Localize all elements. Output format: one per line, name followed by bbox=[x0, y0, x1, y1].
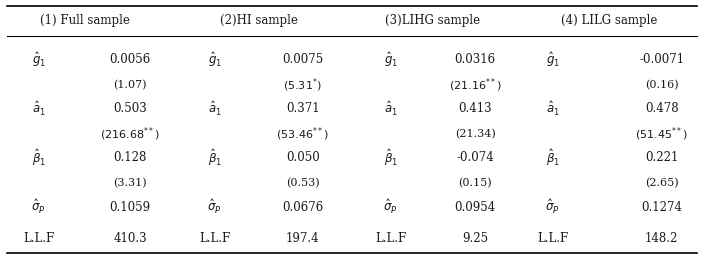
Text: 0.371: 0.371 bbox=[286, 102, 320, 115]
Text: $\hat{g}_1$: $\hat{g}_1$ bbox=[546, 50, 560, 69]
Text: L.L.F: L.L.F bbox=[199, 232, 230, 245]
Text: $\hat{g}_1$: $\hat{g}_1$ bbox=[32, 50, 46, 69]
Text: (0.16): (0.16) bbox=[645, 80, 679, 90]
Text: 148.2: 148.2 bbox=[645, 232, 679, 245]
Text: L.L.F: L.L.F bbox=[375, 232, 406, 245]
Text: $\hat{\sigma}_P$: $\hat{\sigma}_P$ bbox=[384, 198, 398, 216]
Text: $\hat{\sigma}_P$: $\hat{\sigma}_P$ bbox=[546, 198, 560, 216]
Text: (2)HI sample: (2)HI sample bbox=[220, 14, 298, 27]
Text: $(216.68^{**})$: $(216.68^{**})$ bbox=[100, 125, 161, 143]
Text: (3.31): (3.31) bbox=[113, 178, 147, 189]
Text: $(51.45^{**})$: $(51.45^{**})$ bbox=[635, 125, 689, 143]
Text: (0.15): (0.15) bbox=[458, 178, 492, 189]
Text: 0.0954: 0.0954 bbox=[455, 201, 496, 214]
Text: (1.07): (1.07) bbox=[113, 80, 147, 90]
Text: $\hat{\sigma}_P$: $\hat{\sigma}_P$ bbox=[32, 198, 46, 216]
Text: $\hat{\beta}_1$: $\hat{\beta}_1$ bbox=[208, 148, 222, 168]
Text: 0.0316: 0.0316 bbox=[455, 53, 496, 66]
Text: $\hat{\sigma}_P$: $\hat{\sigma}_P$ bbox=[208, 198, 222, 216]
Text: $\hat{a}_1$: $\hat{a}_1$ bbox=[546, 100, 560, 118]
Text: (3)LIHG sample: (3)LIHG sample bbox=[385, 14, 481, 27]
Text: $\hat{a}_1$: $\hat{a}_1$ bbox=[32, 100, 46, 118]
Text: $\hat{\beta}_1$: $\hat{\beta}_1$ bbox=[384, 148, 398, 168]
Text: 9.25: 9.25 bbox=[462, 232, 489, 245]
Text: $\hat{\beta}_1$: $\hat{\beta}_1$ bbox=[546, 148, 560, 168]
Text: L.L.F: L.L.F bbox=[537, 232, 568, 245]
Text: 0.413: 0.413 bbox=[458, 102, 492, 115]
Text: $\hat{a}_1$: $\hat{a}_1$ bbox=[384, 100, 398, 118]
Text: (1) Full sample: (1) Full sample bbox=[39, 14, 130, 27]
Text: 0.050: 0.050 bbox=[286, 152, 320, 164]
Text: 197.4: 197.4 bbox=[286, 232, 320, 245]
Text: 0.478: 0.478 bbox=[645, 102, 679, 115]
Text: 410.3: 410.3 bbox=[113, 232, 147, 245]
Text: 0.0075: 0.0075 bbox=[282, 53, 323, 66]
Text: 0.503: 0.503 bbox=[113, 102, 147, 115]
Text: 0.128: 0.128 bbox=[113, 152, 147, 164]
Text: (21.34): (21.34) bbox=[455, 129, 496, 139]
Text: $\hat{\beta}_1$: $\hat{\beta}_1$ bbox=[32, 148, 46, 168]
Text: 0.1059: 0.1059 bbox=[110, 201, 151, 214]
Text: (0.53): (0.53) bbox=[286, 178, 320, 189]
Text: -0.074: -0.074 bbox=[456, 152, 494, 164]
Text: $(5.31^{*})$: $(5.31^{*})$ bbox=[283, 76, 322, 94]
Text: 0.221: 0.221 bbox=[645, 152, 679, 164]
Text: $(21.16^{**})$: $(21.16^{**})$ bbox=[448, 76, 502, 94]
Text: L.L.F: L.L.F bbox=[23, 232, 54, 245]
Text: $\hat{g}_1$: $\hat{g}_1$ bbox=[384, 50, 398, 69]
Text: $\hat{g}_1$: $\hat{g}_1$ bbox=[208, 50, 222, 69]
Text: 0.1274: 0.1274 bbox=[641, 201, 682, 214]
Text: (4) LILG sample: (4) LILG sample bbox=[561, 14, 657, 27]
Text: $\hat{a}_1$: $\hat{a}_1$ bbox=[208, 100, 222, 118]
Text: (2.65): (2.65) bbox=[645, 178, 679, 189]
Text: $(53.46^{**})$: $(53.46^{**})$ bbox=[276, 125, 329, 143]
Text: -0.0071: -0.0071 bbox=[639, 53, 684, 66]
Text: 0.0056: 0.0056 bbox=[110, 53, 151, 66]
Text: 0.0676: 0.0676 bbox=[282, 201, 323, 214]
